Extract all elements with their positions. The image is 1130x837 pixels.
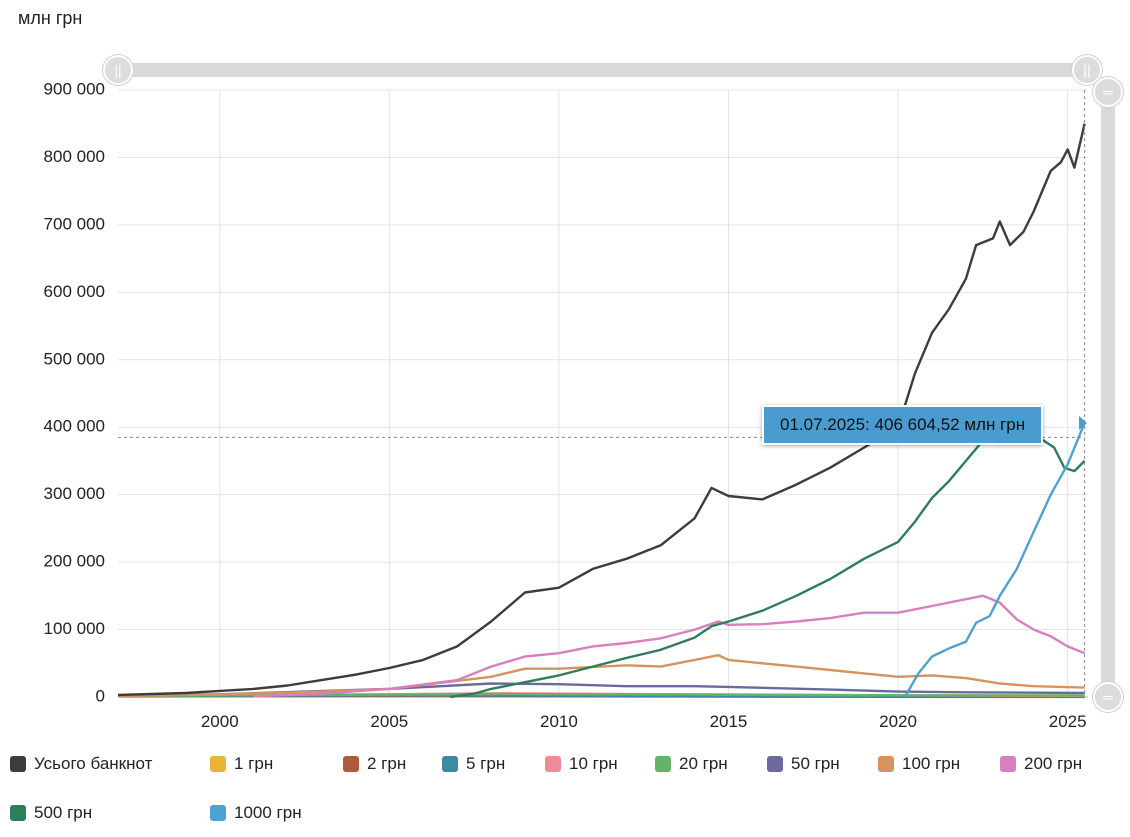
legend-label: 20 грн <box>679 754 728 773</box>
x-tick-label: 2000 <box>201 712 239 731</box>
legend-item[interactable]: 2 грн <box>343 752 406 776</box>
series-line-0[interactable] <box>117 123 1086 697</box>
x-tick-label: 2025 <box>1049 712 1087 731</box>
legend-label: 5 грн <box>466 754 506 773</box>
series-line-5[interactable] <box>117 692 1085 698</box>
legend-item[interactable]: 1000 грн <box>210 801 302 825</box>
legend-item[interactable]: 100 грн <box>878 752 960 776</box>
horizontal-zoom-track[interactable] <box>118 63 1088 77</box>
y-tick-label: 0 <box>96 686 105 705</box>
y-tick-label: 400 000 <box>44 417 105 436</box>
legend-label: 1000 грн <box>234 803 302 822</box>
legend-item[interactable]: 20 грн <box>655 752 728 776</box>
legend-swatch <box>343 756 359 772</box>
y-tick-label: 300 000 <box>44 484 105 503</box>
y-tick-label: 700 000 <box>44 214 105 233</box>
x-tick-label: 2015 <box>710 712 748 731</box>
legend-swatch <box>10 805 26 821</box>
series-line-8[interactable] <box>253 594 1086 698</box>
y-axis-unit-label: млн грн <box>18 8 83 28</box>
grip-icon: || <box>114 62 122 78</box>
legend-item[interactable]: 500 грн <box>10 801 92 825</box>
data-tooltip: 01.07.2025: 406 604,52 млн грн <box>762 405 1044 445</box>
grip-icon: || <box>1083 62 1091 78</box>
legend-item[interactable]: 1 грн <box>210 752 273 776</box>
legend-label: Усього банкнот <box>34 754 153 773</box>
legend-item[interactable]: 5 грн <box>442 752 505 776</box>
grid <box>118 89 1088 698</box>
legend-item[interactable]: 200 грн <box>1000 752 1082 776</box>
legend-swatch <box>10 756 26 772</box>
legend-label: 50 грн <box>791 754 840 773</box>
x-tick-label: 2005 <box>370 712 408 731</box>
x-axis-ticks: 2000 2005 2010 2015 2020 2025 <box>201 712 1087 731</box>
legend-label: 2 грн <box>367 754 407 773</box>
legend-label: 200 грн <box>1024 754 1083 773</box>
y-tick-label: 100 000 <box>44 619 105 638</box>
legend-label: 100 грн <box>902 754 961 773</box>
legend-swatch <box>442 756 458 772</box>
legend-swatch <box>767 756 783 772</box>
legend-item[interactable]: 50 грн <box>767 752 840 776</box>
crosshair <box>118 90 1086 697</box>
zoom-handle-top[interactable]: ═ <box>1093 77 1123 107</box>
y-tick-label: 600 000 <box>44 282 105 301</box>
legend-label: 500 грн <box>34 803 93 822</box>
zoom-handle-left[interactable]: || <box>103 55 133 85</box>
legend-item[interactable]: 10 грн <box>545 752 618 776</box>
series-line-9[interactable] <box>450 432 1086 699</box>
line-chart: 0 100 000 200 000 300 000 400 000 500 000 600 … <box>44 79 1088 731</box>
legend-label: 1 грн <box>234 754 274 773</box>
series-line-10[interactable] <box>903 422 1086 698</box>
legend-item[interactable]: Усього банкнот <box>10 752 152 776</box>
x-tick-label: 2010 <box>540 712 578 731</box>
legend-swatch <box>210 805 226 821</box>
legend-swatch <box>545 756 561 772</box>
y-tick-label: 800 000 <box>44 147 105 166</box>
legend-swatch <box>878 756 894 772</box>
series-line-7[interactable] <box>117 654 1085 698</box>
legend-label: 10 грн <box>569 754 618 773</box>
grip-icon: ═ <box>1103 689 1113 705</box>
vertical-zoom-track[interactable] <box>1101 92 1115 697</box>
y-axis-ticks: 0 100 000 200 000 300 000 400 000 500 000 600 … <box>44 79 105 705</box>
zoom-handle-bottom[interactable]: ═ <box>1093 682 1123 712</box>
legend-swatch <box>1000 756 1016 772</box>
x-tick-label: 2020 <box>879 712 917 731</box>
y-tick-label: 500 000 <box>44 349 105 368</box>
legend-swatch <box>655 756 671 772</box>
y-tick-label: 900 000 <box>44 79 105 98</box>
tooltip-arrow <box>1079 416 1087 430</box>
y-tick-label: 200 000 <box>44 552 105 571</box>
grip-icon: ═ <box>1103 84 1113 100</box>
legend-swatch <box>210 756 226 772</box>
